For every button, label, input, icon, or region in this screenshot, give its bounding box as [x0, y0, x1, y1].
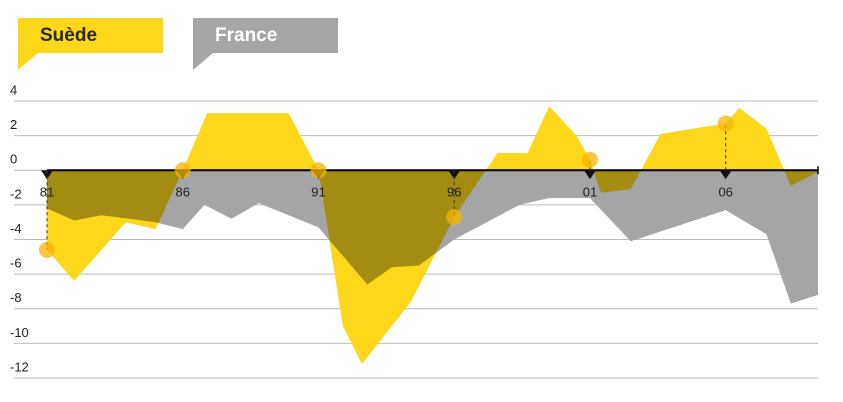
y-tick-label: 2	[10, 117, 17, 132]
y-tick-label: -2	[10, 186, 22, 201]
point	[174, 162, 191, 179]
y-tick-label: -4	[10, 221, 22, 236]
point	[581, 151, 598, 168]
tick-marker	[448, 170, 461, 180]
y-tick-label: -10	[10, 325, 29, 340]
y-tick-label: 0	[10, 152, 17, 167]
x-tick-label: 96	[447, 185, 461, 200]
legend-label: Suède	[40, 25, 97, 46]
x-tick-label: 01	[583, 185, 597, 200]
area	[47, 170, 818, 304]
legend-swatch	[18, 18, 163, 70]
point	[310, 162, 327, 179]
y-tick-label: 4	[10, 82, 17, 97]
point	[717, 115, 734, 132]
tick-marker	[41, 170, 53, 180]
y-tick-label: -12	[10, 359, 29, 374]
x-tick-label: 81	[40, 185, 54, 200]
point	[446, 208, 463, 225]
y-tick-label: -6	[10, 256, 22, 271]
point	[39, 241, 55, 258]
legend-label: France	[215, 25, 277, 46]
x-tick-label: 91	[311, 185, 325, 200]
y-tick-label: -8	[10, 290, 22, 305]
x-tick-label: 06	[718, 185, 732, 200]
tick-marker	[719, 170, 732, 180]
x-tick-label: 86	[176, 185, 190, 200]
legend: Suède France	[18, 18, 338, 70]
areas	[47, 106, 818, 365]
tick-marker	[583, 170, 596, 180]
legend-swatch	[193, 18, 338, 70]
